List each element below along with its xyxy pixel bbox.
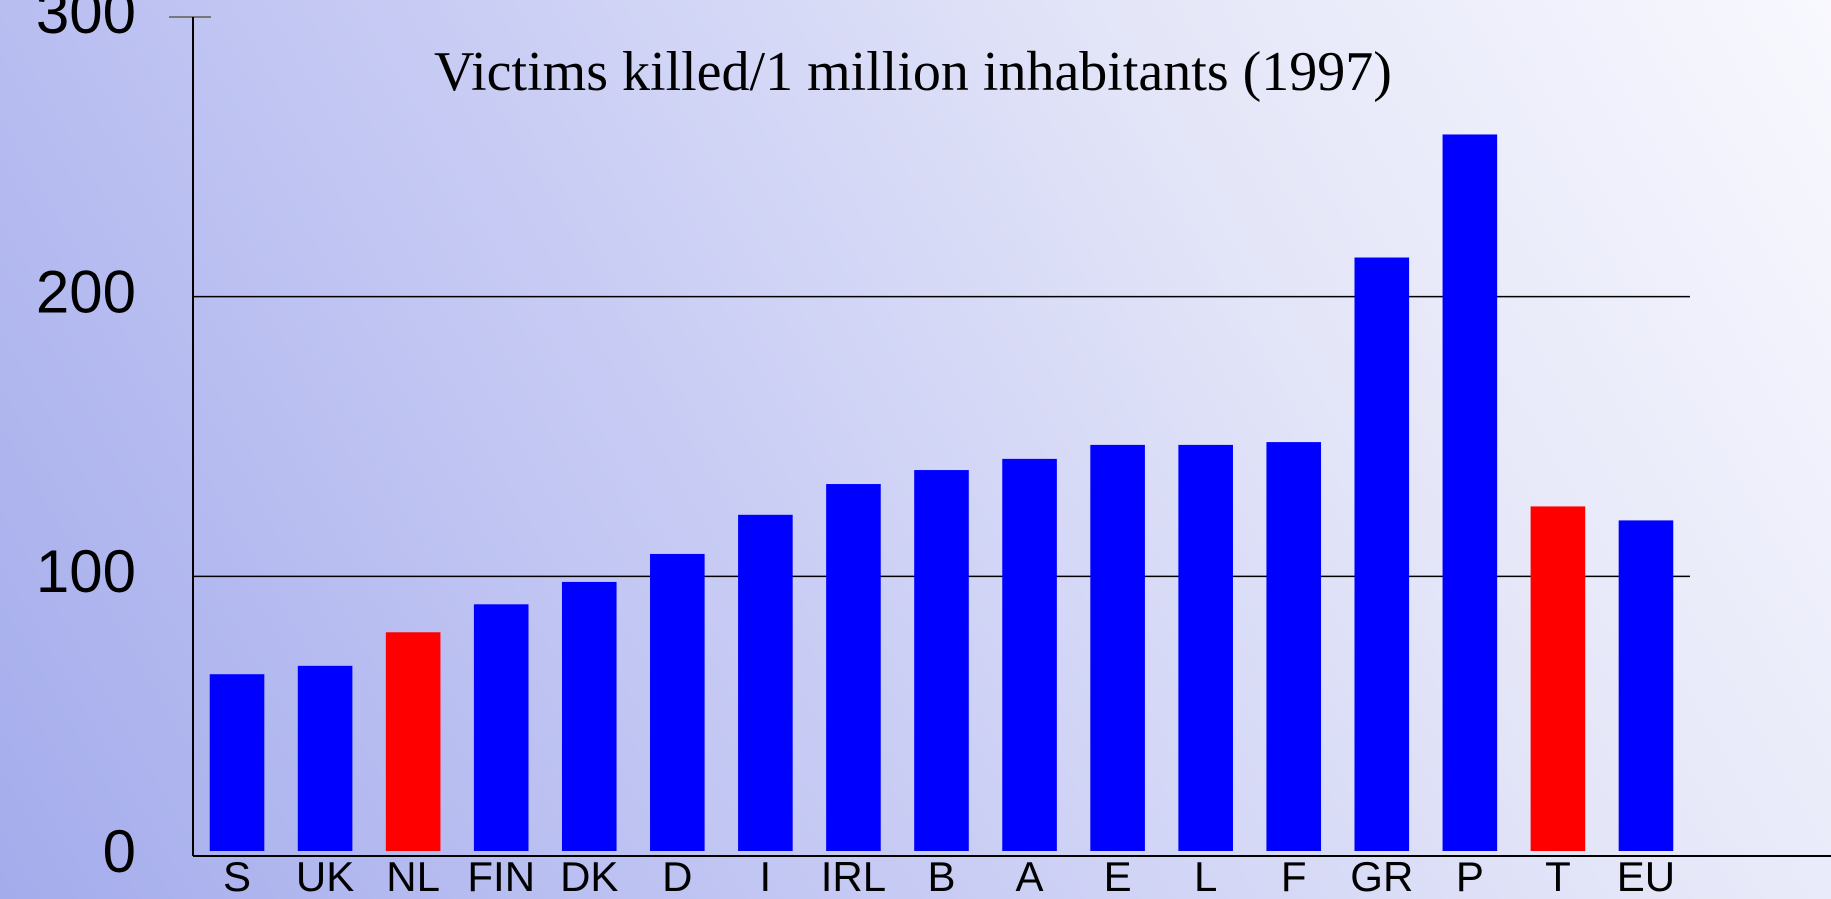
- x-tick-label: L: [1194, 853, 1217, 899]
- x-tick-label: T: [1545, 853, 1571, 899]
- x-tick-label: S: [223, 853, 251, 899]
- bar: [650, 553, 705, 851]
- bar: [738, 514, 793, 851]
- x-tick-label: GR: [1350, 853, 1413, 899]
- bar: [209, 674, 265, 851]
- y-tick-label: 0: [103, 818, 136, 885]
- bar: [1530, 506, 1586, 851]
- x-tick-label: I: [760, 853, 772, 899]
- x-tick-label: B: [927, 853, 955, 899]
- y-tick-label: 100: [36, 538, 136, 605]
- x-tick-label: A: [1016, 853, 1044, 899]
- bar: [1618, 520, 1674, 851]
- x-tick-label: DK: [560, 853, 618, 899]
- bar: [1442, 134, 1498, 851]
- bar: [385, 632, 441, 851]
- x-tick-label: F: [1281, 853, 1307, 899]
- x-tick-label: NL: [386, 853, 440, 899]
- bar: [473, 604, 529, 851]
- x-tick-label: E: [1104, 853, 1132, 899]
- bar: [1266, 442, 1322, 851]
- bar: [561, 581, 617, 851]
- x-tick-label: IRL: [821, 853, 886, 899]
- bar: [1002, 458, 1057, 851]
- bar: [826, 484, 881, 851]
- x-tick-label: EU: [1617, 853, 1675, 899]
- chart-title: Victims killed/1 million inhabitants (19…: [434, 41, 1392, 103]
- bar: [297, 665, 353, 851]
- bar: [1354, 257, 1410, 852]
- bar: [1090, 444, 1145, 851]
- x-tick-label: D: [662, 853, 692, 899]
- bar: [1178, 444, 1233, 851]
- y-tick-label: 300: [36, 0, 136, 46]
- x-tick-label: UK: [296, 853, 354, 899]
- y-tick-label: 200: [36, 259, 136, 326]
- x-tick-label: FIN: [467, 853, 535, 899]
- bar: [914, 470, 969, 851]
- x-tick-label: P: [1456, 853, 1484, 899]
